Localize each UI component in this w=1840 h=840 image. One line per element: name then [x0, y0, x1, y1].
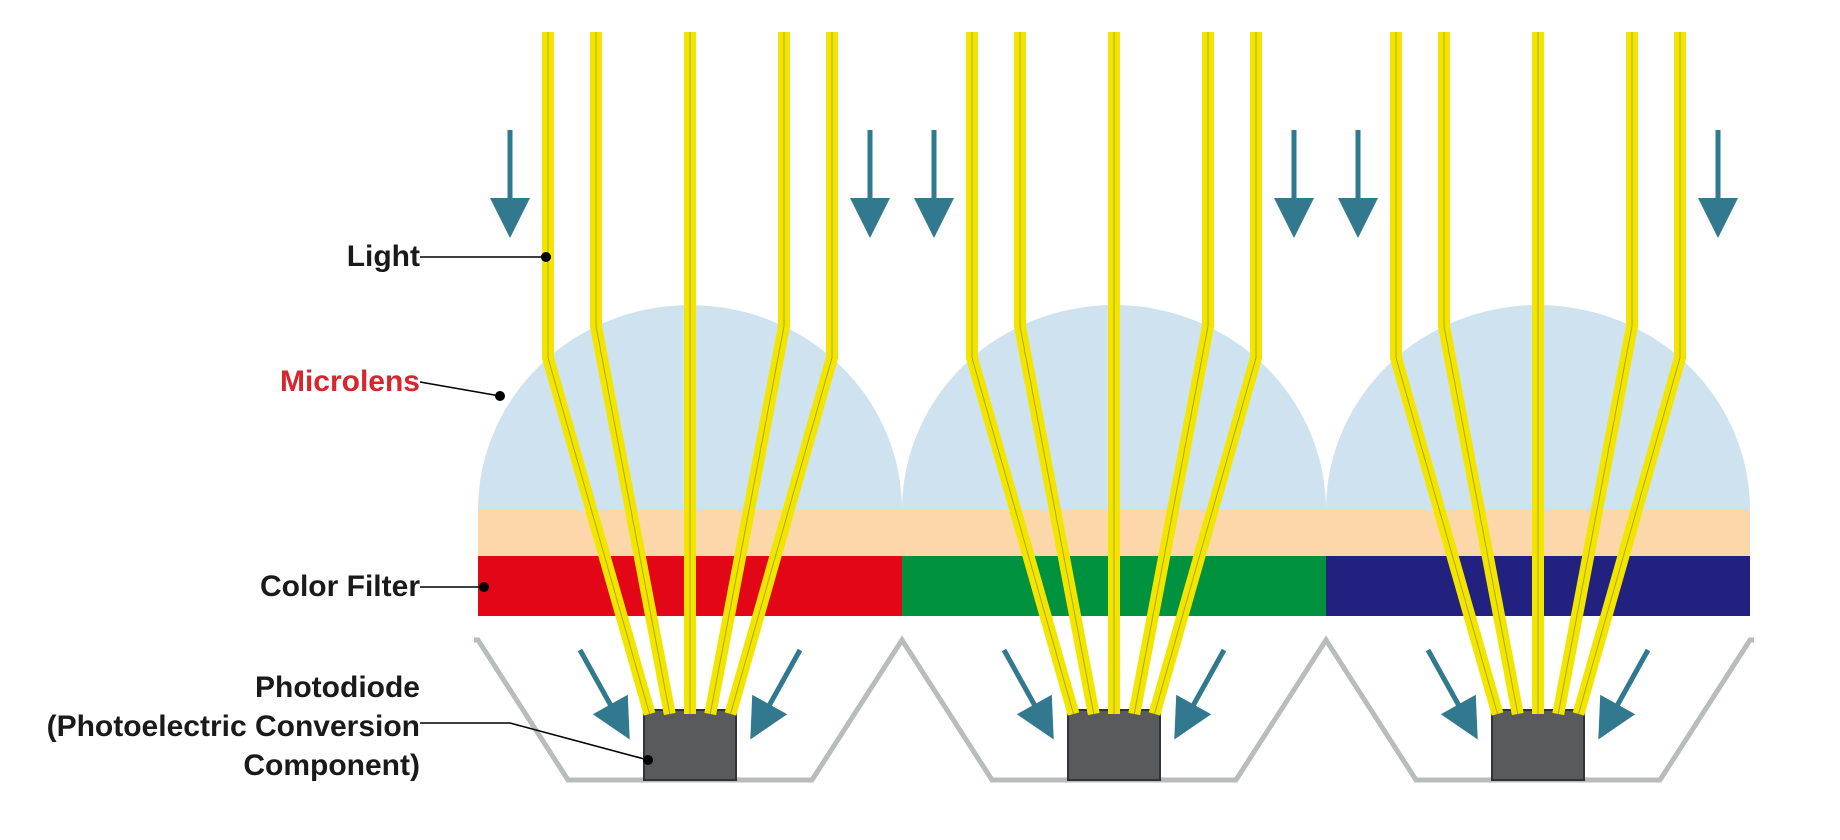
converge-arrow-icon [1004, 650, 1044, 722]
converge-arrow-icon [1184, 650, 1224, 722]
converge-arrow-icon [1608, 650, 1648, 722]
label-photodiode-l3: Component) [243, 749, 420, 782]
leader-dot [541, 252, 551, 262]
label-color-filter: Color Filter [260, 570, 420, 604]
leader-dot [643, 755, 653, 765]
label-microlens: Microlens [280, 365, 420, 399]
photodiode [644, 710, 736, 780]
label-light: Light [347, 240, 420, 274]
converge-arrow-icon [580, 650, 620, 722]
leader-dot [495, 391, 505, 401]
leader-line [420, 382, 500, 396]
photodiode [1068, 710, 1160, 780]
label-photodiode-l2: (Photoelectric Conversion [47, 710, 420, 743]
converge-arrow-icon [760, 650, 800, 722]
label-photodiode: Photodiode (Photoelectric Conversion Com… [47, 668, 420, 785]
converge-arrow-icon [1428, 650, 1468, 722]
label-photodiode-l1: Photodiode [255, 671, 420, 704]
leader-dot [479, 582, 489, 592]
photodiode [1492, 710, 1584, 780]
